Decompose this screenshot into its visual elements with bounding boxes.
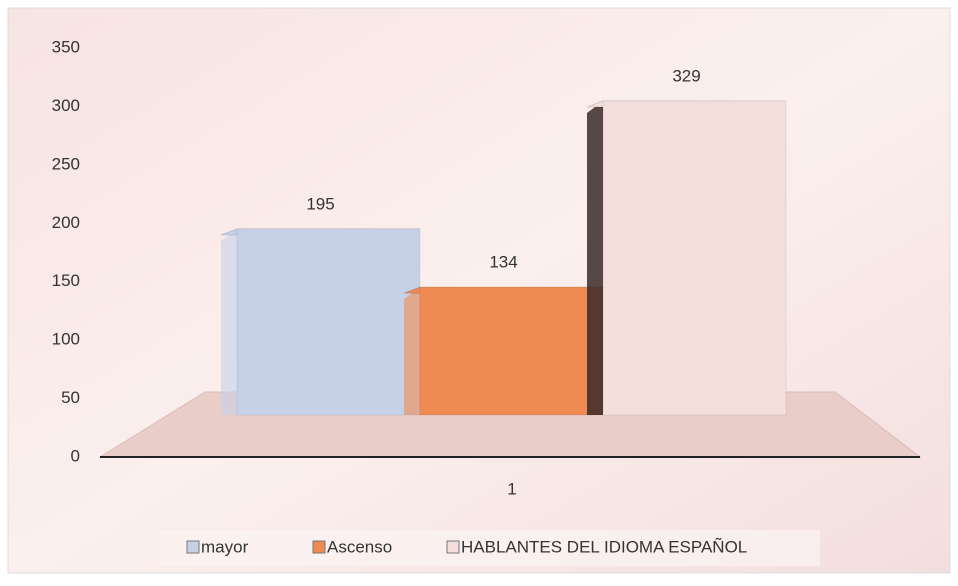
bar [236, 228, 421, 416]
bar-side [404, 287, 420, 415]
y-tick-label: 250 [52, 154, 80, 173]
legend-label: HABLANTES DEL IDIOMA ESPAÑOL [461, 537, 747, 556]
legend-swatch [446, 540, 460, 554]
bar-side [221, 228, 237, 415]
bar [602, 100, 787, 416]
bar [419, 286, 604, 416]
y-tick-label: 0 [71, 446, 80, 465]
y-tick-label: 150 [52, 271, 80, 290]
data-label: 195 [306, 194, 334, 213]
data-label: 329 [672, 67, 700, 86]
legend-label: mayor [201, 537, 249, 556]
y-tick-label: 50 [61, 388, 80, 407]
legend-swatch [312, 540, 326, 554]
y-tick-label: 100 [52, 330, 80, 349]
x-tick-label: 1 [507, 479, 516, 498]
y-tick-label: 350 [52, 37, 80, 56]
legend-box [160, 530, 820, 566]
y-tick-label: 200 [52, 213, 80, 232]
legend-label: Ascenso [327, 537, 392, 556]
y-tick-label: 300 [52, 96, 80, 115]
legend-swatch [186, 540, 200, 554]
data-label: 134 [489, 253, 517, 272]
bar-side [587, 101, 603, 415]
